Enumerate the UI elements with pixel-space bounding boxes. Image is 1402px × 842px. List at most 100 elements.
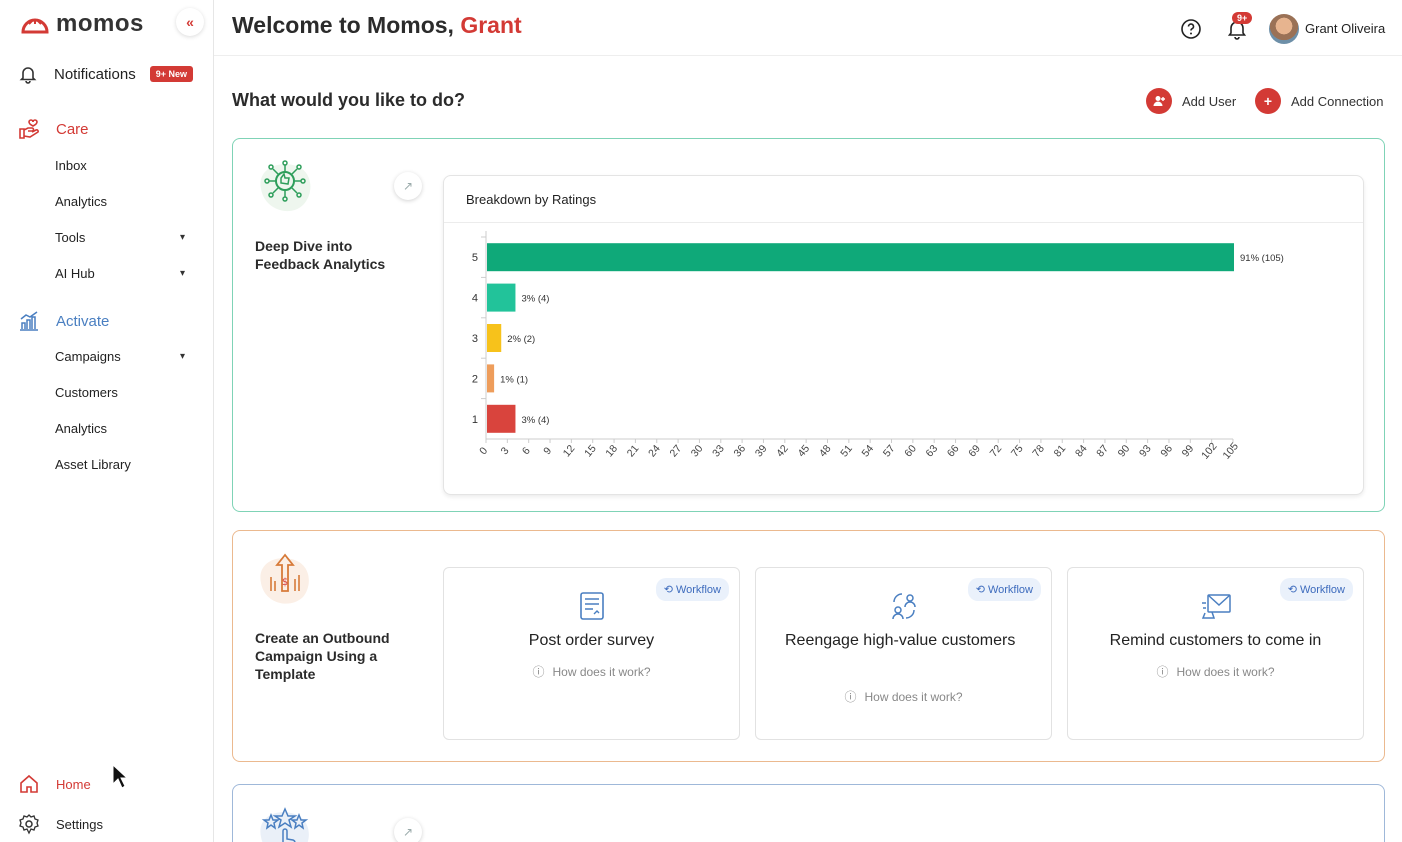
sidebar-item-label: Campaigns [55, 349, 121, 364]
plus-icon: + [1255, 88, 1281, 114]
sidebar-item-settings[interactable]: Settings [18, 813, 103, 835]
sidebar-item-label: AI Hub [55, 266, 95, 281]
welcome-user-name: Grant [460, 12, 522, 38]
chevron-down-icon: ▾ [179, 351, 185, 362]
sidebar-item-label: Analytics [55, 194, 108, 209]
sidebar-item-asset-library[interactable]: Asset Library [55, 457, 185, 472]
activate-label: Activate [56, 312, 110, 330]
x-tick-label: 105 [1220, 440, 1241, 461]
x-tick-label: 87 [1094, 443, 1111, 460]
notifications-label: Notifications [54, 65, 136, 83]
sidebar-item-label: Tools [55, 230, 86, 245]
logo-text: momos [56, 10, 144, 37]
x-tick-label: 90 [1116, 443, 1133, 460]
x-tick-label: 51 [838, 443, 855, 460]
gear-icon [19, 814, 39, 835]
feedback-analytics-card[interactable]: ↗ Deep Dive into Feedback Analytics Brea… [232, 138, 1385, 512]
bell-icon [19, 67, 37, 84]
user-name[interactable]: Grant Oliveira [1305, 21, 1386, 36]
x-tick-label: 36 [731, 443, 748, 460]
welcome-prefix: Welcome to Momos, [232, 12, 454, 38]
workflow-tag-label: Workflow [987, 584, 1033, 596]
help-icon[interactable] [1180, 18, 1202, 40]
collapse-sidebar-button[interactable]: « [176, 8, 204, 36]
sidebar-item-notifications[interactable]: Notifications 9+ New [18, 64, 208, 84]
sidebar-item-ai-hub[interactable]: AI Hub ▾ [55, 266, 185, 281]
outbound-campaign-card[interactable]: $ Create an Outbound Campaign Using a Te… [232, 530, 1385, 762]
notifications-count-badge: 9+ [1232, 12, 1253, 24]
bar [487, 364, 495, 393]
workflow-title: Reengage high-value customers [785, 632, 1016, 649]
sidebar-item-tools[interactable]: Tools ▾ [55, 230, 185, 245]
workflow-tag: ⟲ Workflow [655, 578, 729, 601]
y-tick-label: 5 [472, 252, 478, 264]
sidebar-item-customers[interactable]: Customers [55, 385, 185, 400]
workflow-card-remind-customers[interactable]: ⟲ Workflow Remind customers to come in ⓘ… [1067, 567, 1364, 740]
how-it-works-link[interactable]: ⓘ How does it work? [1068, 663, 1363, 680]
how-it-works-label: How does it work? [864, 689, 963, 704]
x-tick-label: 99 [1180, 443, 1197, 460]
help-circle-icon: ⓘ [532, 665, 545, 679]
help-circle-icon: ⓘ [844, 690, 857, 704]
data-label: 1% (1) [500, 374, 528, 385]
data-label: 2% (2) [507, 334, 535, 345]
external-link-icon[interactable]: ↗ [394, 172, 422, 200]
y-tick-label: 4 [472, 293, 478, 305]
sidebar-section-activate[interactable]: Activate [18, 310, 109, 332]
sidebar-section-care[interactable]: Care [18, 118, 89, 140]
top-header: Welcome to Momos, Grant 9+ Grant Oliveir… [214, 0, 1402, 56]
next-action-card[interactable]: ↗ [232, 784, 1385, 842]
svg-text:$: $ [282, 577, 288, 588]
avatar[interactable] [1269, 14, 1299, 44]
card-title: Deep Dive into Feedback Analytics [255, 238, 386, 272]
home-label: Home [56, 776, 91, 792]
sidebar-item-activate-analytics[interactable]: Analytics [55, 421, 185, 436]
x-tick-label: 30 [689, 443, 706, 460]
x-tick-label: 66 [945, 443, 962, 460]
how-it-works-link[interactable]: ⓘ How does it work? [756, 688, 1051, 705]
add-user-label: Add User [1182, 93, 1237, 109]
x-tick-label: 0 [477, 445, 490, 457]
add-connection-button[interactable]: + Add Connection [1255, 88, 1384, 114]
sidebar-item-label: Inbox [55, 158, 87, 173]
section-heading: What would you like to do? [232, 90, 465, 110]
sidebar-item-campaigns[interactable]: Campaigns ▾ [55, 349, 185, 364]
add-user-button[interactable]: Add User [1146, 88, 1236, 114]
workflow-tag-label: Workflow [1299, 584, 1345, 596]
momos-logo-icon [21, 18, 49, 34]
y-tick-label: 3 [472, 333, 478, 345]
x-tick-label: 24 [646, 443, 663, 460]
workflow-title: Remind customers to come in [1109, 632, 1322, 649]
x-tick-label: 33 [710, 443, 727, 460]
x-tick-label: 75 [1009, 443, 1026, 460]
care-label: Care [56, 120, 89, 138]
workflow-card-reengage-customers[interactable]: ⟲ Workflow Reengage high-value customers… [755, 567, 1052, 740]
x-tick-label: 3 [499, 445, 512, 457]
how-it-works-label: How does it work? [1176, 664, 1275, 679]
how-it-works-link[interactable]: ⓘ How does it work? [444, 663, 739, 680]
workflow-card-post-order-survey[interactable]: ⟲ Workflow Post order survey ⓘ How does i… [443, 567, 740, 740]
add-connection-label: Add Connection [1291, 93, 1384, 109]
sidebar-item-inbox[interactable]: Inbox [55, 158, 185, 173]
data-label: 91% (105) [1240, 253, 1284, 264]
logo[interactable]: momos [20, 10, 144, 38]
external-link-icon[interactable]: ↗ [394, 818, 422, 842]
bar [487, 283, 516, 312]
x-tick-label: 72 [988, 443, 1005, 460]
mail-send-icon [1201, 594, 1231, 619]
y-tick-label: 2 [472, 373, 478, 385]
bar [487, 324, 502, 352]
x-tick-label: 54 [860, 443, 877, 460]
bar [487, 243, 1234, 272]
x-tick-label: 57 [881, 443, 898, 460]
sidebar-item-label: Asset Library [55, 457, 131, 472]
x-tick-label: 84 [1073, 443, 1090, 460]
sidebar-item-home[interactable]: Home [18, 773, 91, 795]
x-tick-label: 69 [966, 443, 983, 460]
notifications-badge: 9+ New [149, 66, 193, 82]
sidebar-item-care-analytics[interactable]: Analytics [55, 194, 185, 209]
x-tick-label: 39 [753, 443, 770, 460]
x-tick-label: 63 [924, 443, 941, 460]
workflow-tag: ⟲ Workflow [967, 578, 1041, 601]
care-icon [19, 119, 39, 139]
